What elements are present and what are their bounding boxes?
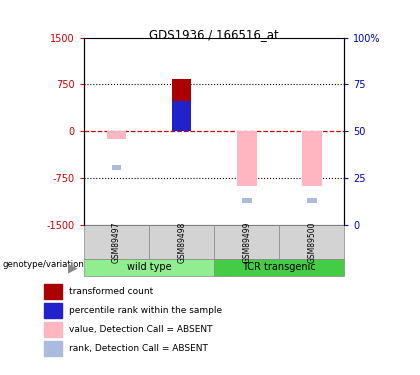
Bar: [307, 198, 317, 203]
Text: GSM89500: GSM89500: [307, 221, 316, 263]
Bar: [112, 165, 121, 170]
Text: GDS1936 / 166516_at: GDS1936 / 166516_at: [150, 28, 279, 42]
Text: TCR transgenic: TCR transgenic: [242, 262, 316, 272]
Bar: [84, 259, 214, 276]
Bar: [44, 303, 62, 318]
Text: GSM89499: GSM89499: [242, 221, 251, 263]
Bar: [84, 225, 149, 259]
Text: GSM89498: GSM89498: [177, 221, 186, 262]
Bar: [214, 259, 344, 276]
Bar: [44, 284, 62, 299]
Text: wild type: wild type: [127, 262, 171, 272]
Text: GSM89497: GSM89497: [112, 221, 121, 263]
Bar: [237, 131, 257, 186]
Bar: [302, 131, 322, 186]
Bar: [107, 131, 126, 139]
Bar: [172, 101, 192, 131]
Text: value, Detection Call = ABSENT: value, Detection Call = ABSENT: [69, 325, 213, 334]
Bar: [172, 80, 192, 131]
Text: genotype/variation: genotype/variation: [2, 260, 84, 269]
Text: percentile rank within the sample: percentile rank within the sample: [69, 306, 223, 315]
Bar: [44, 341, 62, 356]
Bar: [279, 225, 344, 259]
Bar: [44, 322, 62, 337]
Bar: [214, 225, 279, 259]
Text: rank, Detection Call = ABSENT: rank, Detection Call = ABSENT: [69, 344, 208, 353]
Bar: [242, 198, 252, 203]
Text: transformed count: transformed count: [69, 287, 154, 296]
Text: ▶: ▶: [68, 262, 78, 274]
Bar: [149, 225, 214, 259]
